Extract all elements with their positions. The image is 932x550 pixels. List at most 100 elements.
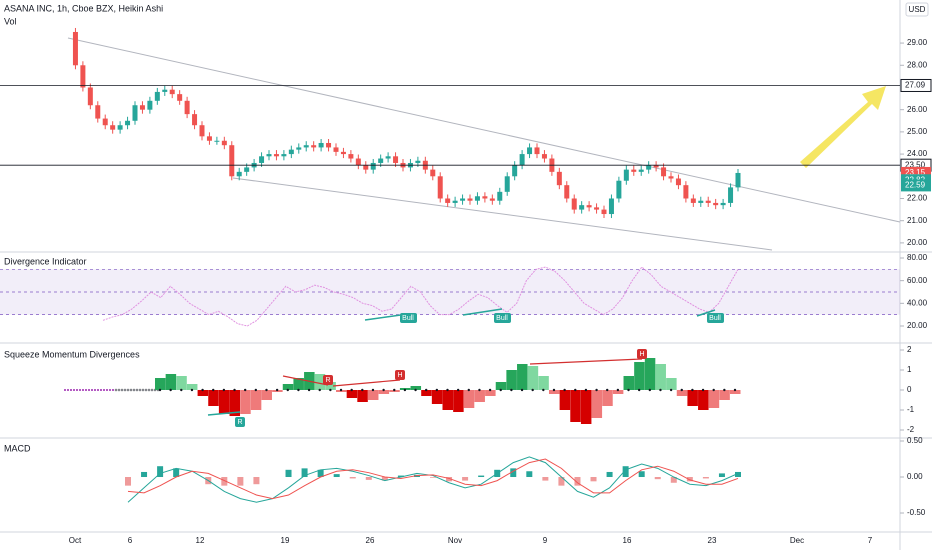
candle: [675, 178, 681, 186]
momentum-bar: [250, 390, 262, 410]
momentum-bar: [197, 390, 209, 396]
candle: [117, 125, 123, 130]
x-tick-label: Oct: [69, 536, 82, 545]
squeeze-dot: [106, 389, 108, 391]
macd-histogram: [173, 468, 180, 478]
squeeze-dot: [307, 388, 311, 392]
squeeze-dot: [680, 388, 683, 392]
currency: USD: [909, 5, 926, 14]
signal-label: R: [237, 419, 242, 426]
macd-histogram: [397, 475, 404, 478]
momentum-bar: [708, 390, 720, 408]
signal-box: [400, 313, 417, 323]
squeeze-dot: [147, 388, 151, 392]
macd-histogram: [125, 477, 131, 486]
candle: [512, 165, 518, 177]
signal-label: R: [325, 377, 330, 384]
squeeze-dot: [126, 388, 130, 392]
squeeze-dot: [109, 389, 111, 391]
momentum-bar: [527, 366, 539, 390]
squeeze-dot: [286, 388, 289, 392]
candle: [139, 105, 145, 110]
y-tick-label: 1: [907, 365, 912, 374]
y-tick-label: -1: [907, 405, 915, 414]
momentum-bar: [495, 382, 507, 390]
squeeze-dot: [135, 388, 139, 392]
macd-line: [127, 458, 739, 500]
squeeze-dot: [94, 389, 96, 391]
momentum-bar: [730, 390, 741, 394]
squeeze-dot: [97, 389, 99, 391]
macd-histogram: [558, 477, 565, 486]
candle: [273, 154, 279, 157]
momentum-bar: [506, 370, 517, 390]
candle: [192, 114, 198, 126]
panel-title: Divergence Indicator: [4, 256, 87, 266]
squeeze-dot: [361, 388, 364, 392]
y-tick-label: 60.00: [907, 276, 928, 285]
candle: [303, 145, 309, 148]
x-tick-label: 16: [623, 536, 632, 545]
momentum-bar: [612, 390, 624, 394]
momentum-bar: [431, 390, 443, 404]
momentum-bar: [346, 390, 358, 398]
squeeze-dot: [329, 388, 332, 392]
squeeze-dot: [222, 388, 226, 392]
candle: [735, 172, 741, 188]
squeeze-dot: [64, 389, 66, 391]
y-tick-label: 80.00: [907, 253, 928, 262]
macd-histogram: [622, 466, 629, 478]
signal-box: [494, 313, 511, 323]
momentum-bar: [229, 390, 241, 416]
candle: [296, 147, 302, 150]
signal-box: [235, 417, 245, 427]
candle: [266, 154, 272, 157]
panel-title: Squeeze Momentum Divergences: [4, 349, 140, 359]
x-tick-label: 7: [868, 536, 873, 545]
squeeze-dot: [542, 388, 545, 392]
momentum-bar: [410, 386, 422, 390]
y-tick-label: 0.00: [907, 472, 923, 481]
candle: [713, 202, 719, 206]
momentum-bar: [698, 390, 709, 410]
momentum-bar: [261, 390, 272, 400]
momentum-bar: [485, 390, 496, 396]
candle: [333, 147, 339, 152]
divergence-line: [282, 375, 329, 386]
momentum-bar: [240, 390, 251, 414]
squeeze-dot: [584, 388, 588, 392]
squeeze-dot: [382, 388, 385, 392]
candle: [623, 169, 629, 181]
squeeze-dot: [112, 389, 114, 391]
signal-label: H: [639, 351, 644, 358]
squeeze-dot: [318, 388, 321, 392]
candle: [683, 185, 689, 199]
candle: [661, 167, 667, 177]
y-tick-label: 0: [907, 385, 912, 394]
candle: [445, 198, 451, 203]
candle: [72, 31, 78, 66]
squeeze-dot: [254, 388, 258, 392]
currency-box[interactable]: [905, 2, 929, 17]
squeeze-dot: [669, 388, 673, 392]
momentum-bar: [580, 390, 592, 424]
macd-histogram: [702, 477, 709, 479]
momentum-bar: [208, 390, 219, 406]
candle: [154, 91, 160, 101]
macd-histogram: [478, 475, 485, 478]
momentum-bar: [548, 390, 560, 394]
squeeze-dot: [488, 388, 492, 392]
price-tag-label: 23.50: [905, 160, 926, 169]
squeeze-dot: [499, 388, 502, 392]
momentum-bar: [538, 376, 549, 390]
candle: [467, 198, 473, 201]
signal-box: [637, 349, 647, 359]
momentum-bar: [623, 376, 635, 390]
signal-label: Bull: [402, 315, 414, 322]
squeeze-dot: [129, 388, 133, 392]
candle: [690, 198, 696, 203]
divergence-line: [529, 358, 643, 365]
candle: [705, 200, 711, 203]
macd-histogram: [157, 466, 164, 478]
candle: [579, 205, 585, 210]
